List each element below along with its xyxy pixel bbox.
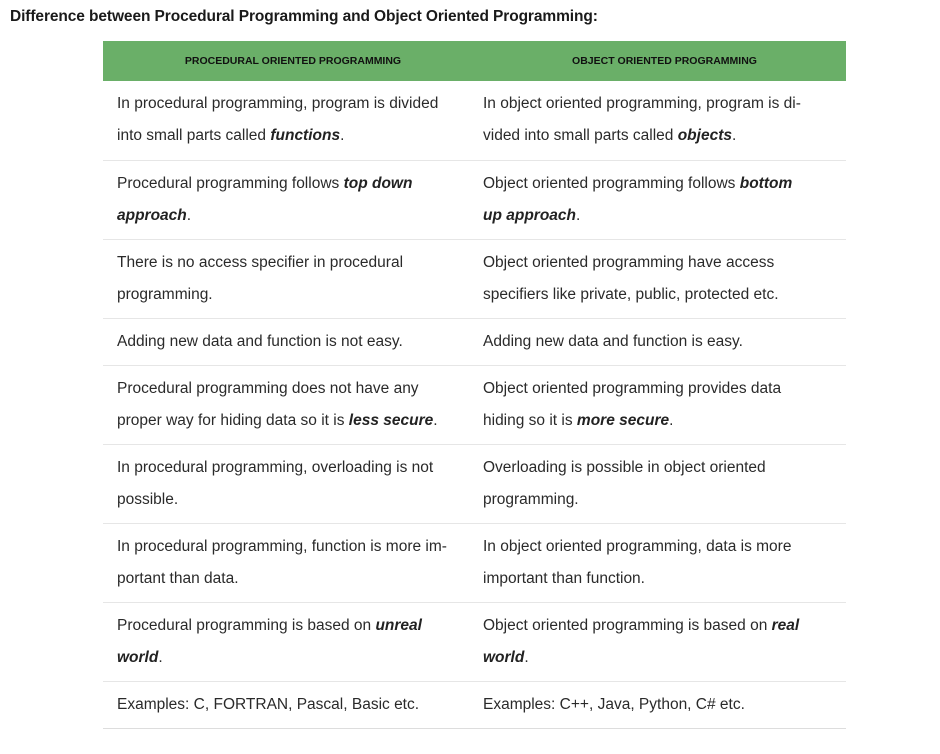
cell-text: . [186, 206, 192, 224]
cell-text: . [576, 206, 581, 224]
emphasis-text: top down [343, 174, 413, 192]
procedural-cell: In procedural programming, program is di… [103, 81, 483, 161]
cell-text: Examples: C, FORTRAN, Pascal, Basic etc. [117, 695, 420, 713]
emphasis-text: approach [117, 206, 187, 224]
oop-cell: Overloading is possible in object orient… [483, 444, 846, 524]
emphasis-text: unreal [375, 616, 422, 634]
cell-text: In object oriented programming, data is … [483, 537, 792, 555]
cell-text: . [433, 411, 438, 429]
cell-text: . [158, 648, 163, 666]
emphasis-text: real [771, 616, 800, 634]
header-oop: OBJECT ORIENTED PROGRAMMING [483, 41, 846, 81]
cell-text: specifiers like private, public, protect… [483, 285, 779, 303]
cell-text: In procedural programming, function is m… [117, 537, 447, 555]
emphasis-text: bottom [739, 174, 793, 192]
cell-text: vided into small parts called [483, 127, 678, 144]
cell-text: In object oriented programming, program … [483, 95, 801, 112]
cell-text: Object oriented programming follows [483, 174, 740, 192]
cell-text: . [669, 411, 674, 429]
procedural-cell: Procedural programming follows top down … [103, 160, 483, 240]
oop-cell: Object oriented programming is based on … [483, 602, 846, 682]
oop-cell: Examples: C++, Java, Python, C# etc. [483, 681, 846, 729]
cell-text: possible. [117, 490, 179, 508]
page-title: Difference between Procedural Programmin… [10, 8, 598, 25]
table-row: Procedural programming is based on unrea… [103, 602, 846, 682]
table-row: Examples: C, FORTRAN, Pascal, Basic etc.… [103, 681, 846, 729]
cell-text: . [524, 648, 529, 666]
comparison-table: PROCEDURAL ORIENTED PROGRAMMING OBJECT O… [103, 41, 846, 729]
cell-text: Adding new data and function is not easy… [117, 332, 403, 350]
cell-text: portant than data. [117, 569, 239, 587]
cell-text: Procedural programming does not have any [117, 379, 419, 397]
procedural-cell: Adding new data and function is not easy… [103, 318, 483, 366]
table-row: In procedural programming, function is m… [103, 523, 846, 603]
table-row: In procedural programming, program is di… [103, 81, 846, 161]
header-procedural: PROCEDURAL ORIENTED PROGRAMMING [103, 41, 483, 81]
procedural-cell: Procedural programming does not have any… [103, 365, 483, 445]
oop-cell: Object oriented programming have access … [483, 239, 846, 319]
cell-text: Object oriented programming have access [483, 253, 775, 271]
emphasis-text: less secure [348, 411, 434, 429]
cell-text: into small parts called [117, 127, 271, 144]
cell-text: hiding so it is [483, 411, 577, 429]
cell-text: Procedural programming follows [117, 174, 344, 192]
oop-cell: Object oriented programming provides dat… [483, 365, 846, 445]
cell-text: . [731, 127, 737, 144]
procedural-cell: Procedural programming is based on unrea… [103, 602, 483, 682]
table-row: In procedural programming, overloading i… [103, 444, 846, 524]
cell-text: In procedural programming, program is di… [117, 95, 439, 112]
cell-text: . [340, 127, 345, 144]
cell-text: programming. [483, 490, 579, 508]
cell-text: programming. [117, 285, 213, 303]
emphasis-text: more secure [576, 411, 670, 429]
procedural-cell: In procedural programming, overloading i… [103, 444, 483, 524]
cell-text: In procedural programming, overloading i… [117, 458, 434, 476]
procedural-cell: There is no access specifier in procedur… [103, 239, 483, 319]
cell-text: There is no access specifier in procedur… [117, 253, 404, 271]
cell-text: important than function. [483, 569, 645, 587]
procedural-cell: Examples: C, FORTRAN, Pascal, Basic etc. [103, 681, 483, 729]
cell-text: Object oriented programming provides dat… [483, 379, 782, 397]
procedural-cell: In procedural programming, function is m… [103, 523, 483, 603]
oop-cell: In object oriented programming, data is … [483, 523, 846, 603]
cell-text: Adding new data and function is easy. [483, 332, 743, 350]
emphasis-text: world [483, 648, 525, 666]
table-row: Procedural programming follows top down … [103, 160, 846, 240]
cell-text: proper way for hiding data so it is [117, 411, 349, 429]
emphasis-text: world [117, 648, 159, 666]
table-row: Adding new data and function is not easy… [103, 318, 846, 366]
table-row: There is no access specifier in procedur… [103, 239, 846, 319]
cell-text: Overloading is possible in object orient… [483, 458, 766, 476]
oop-cell: Object oriented programming follows bott… [483, 160, 846, 240]
emphasis-text: functions [270, 127, 341, 144]
emphasis-text: up approach [483, 206, 577, 224]
cell-text: Examples: C++, Java, Python, C# etc. [483, 695, 745, 713]
table-header: PROCEDURAL ORIENTED PROGRAMMING OBJECT O… [103, 41, 846, 81]
table-row: Procedural programming does not have any… [103, 365, 846, 445]
oop-cell: Adding new data and function is easy. [483, 318, 846, 366]
cell-text: Object oriented programming is based on [483, 616, 772, 634]
oop-cell: In object oriented programming, program … [483, 81, 846, 161]
cell-text: Procedural programming is based on [117, 616, 376, 634]
emphasis-text: objects [677, 127, 732, 144]
